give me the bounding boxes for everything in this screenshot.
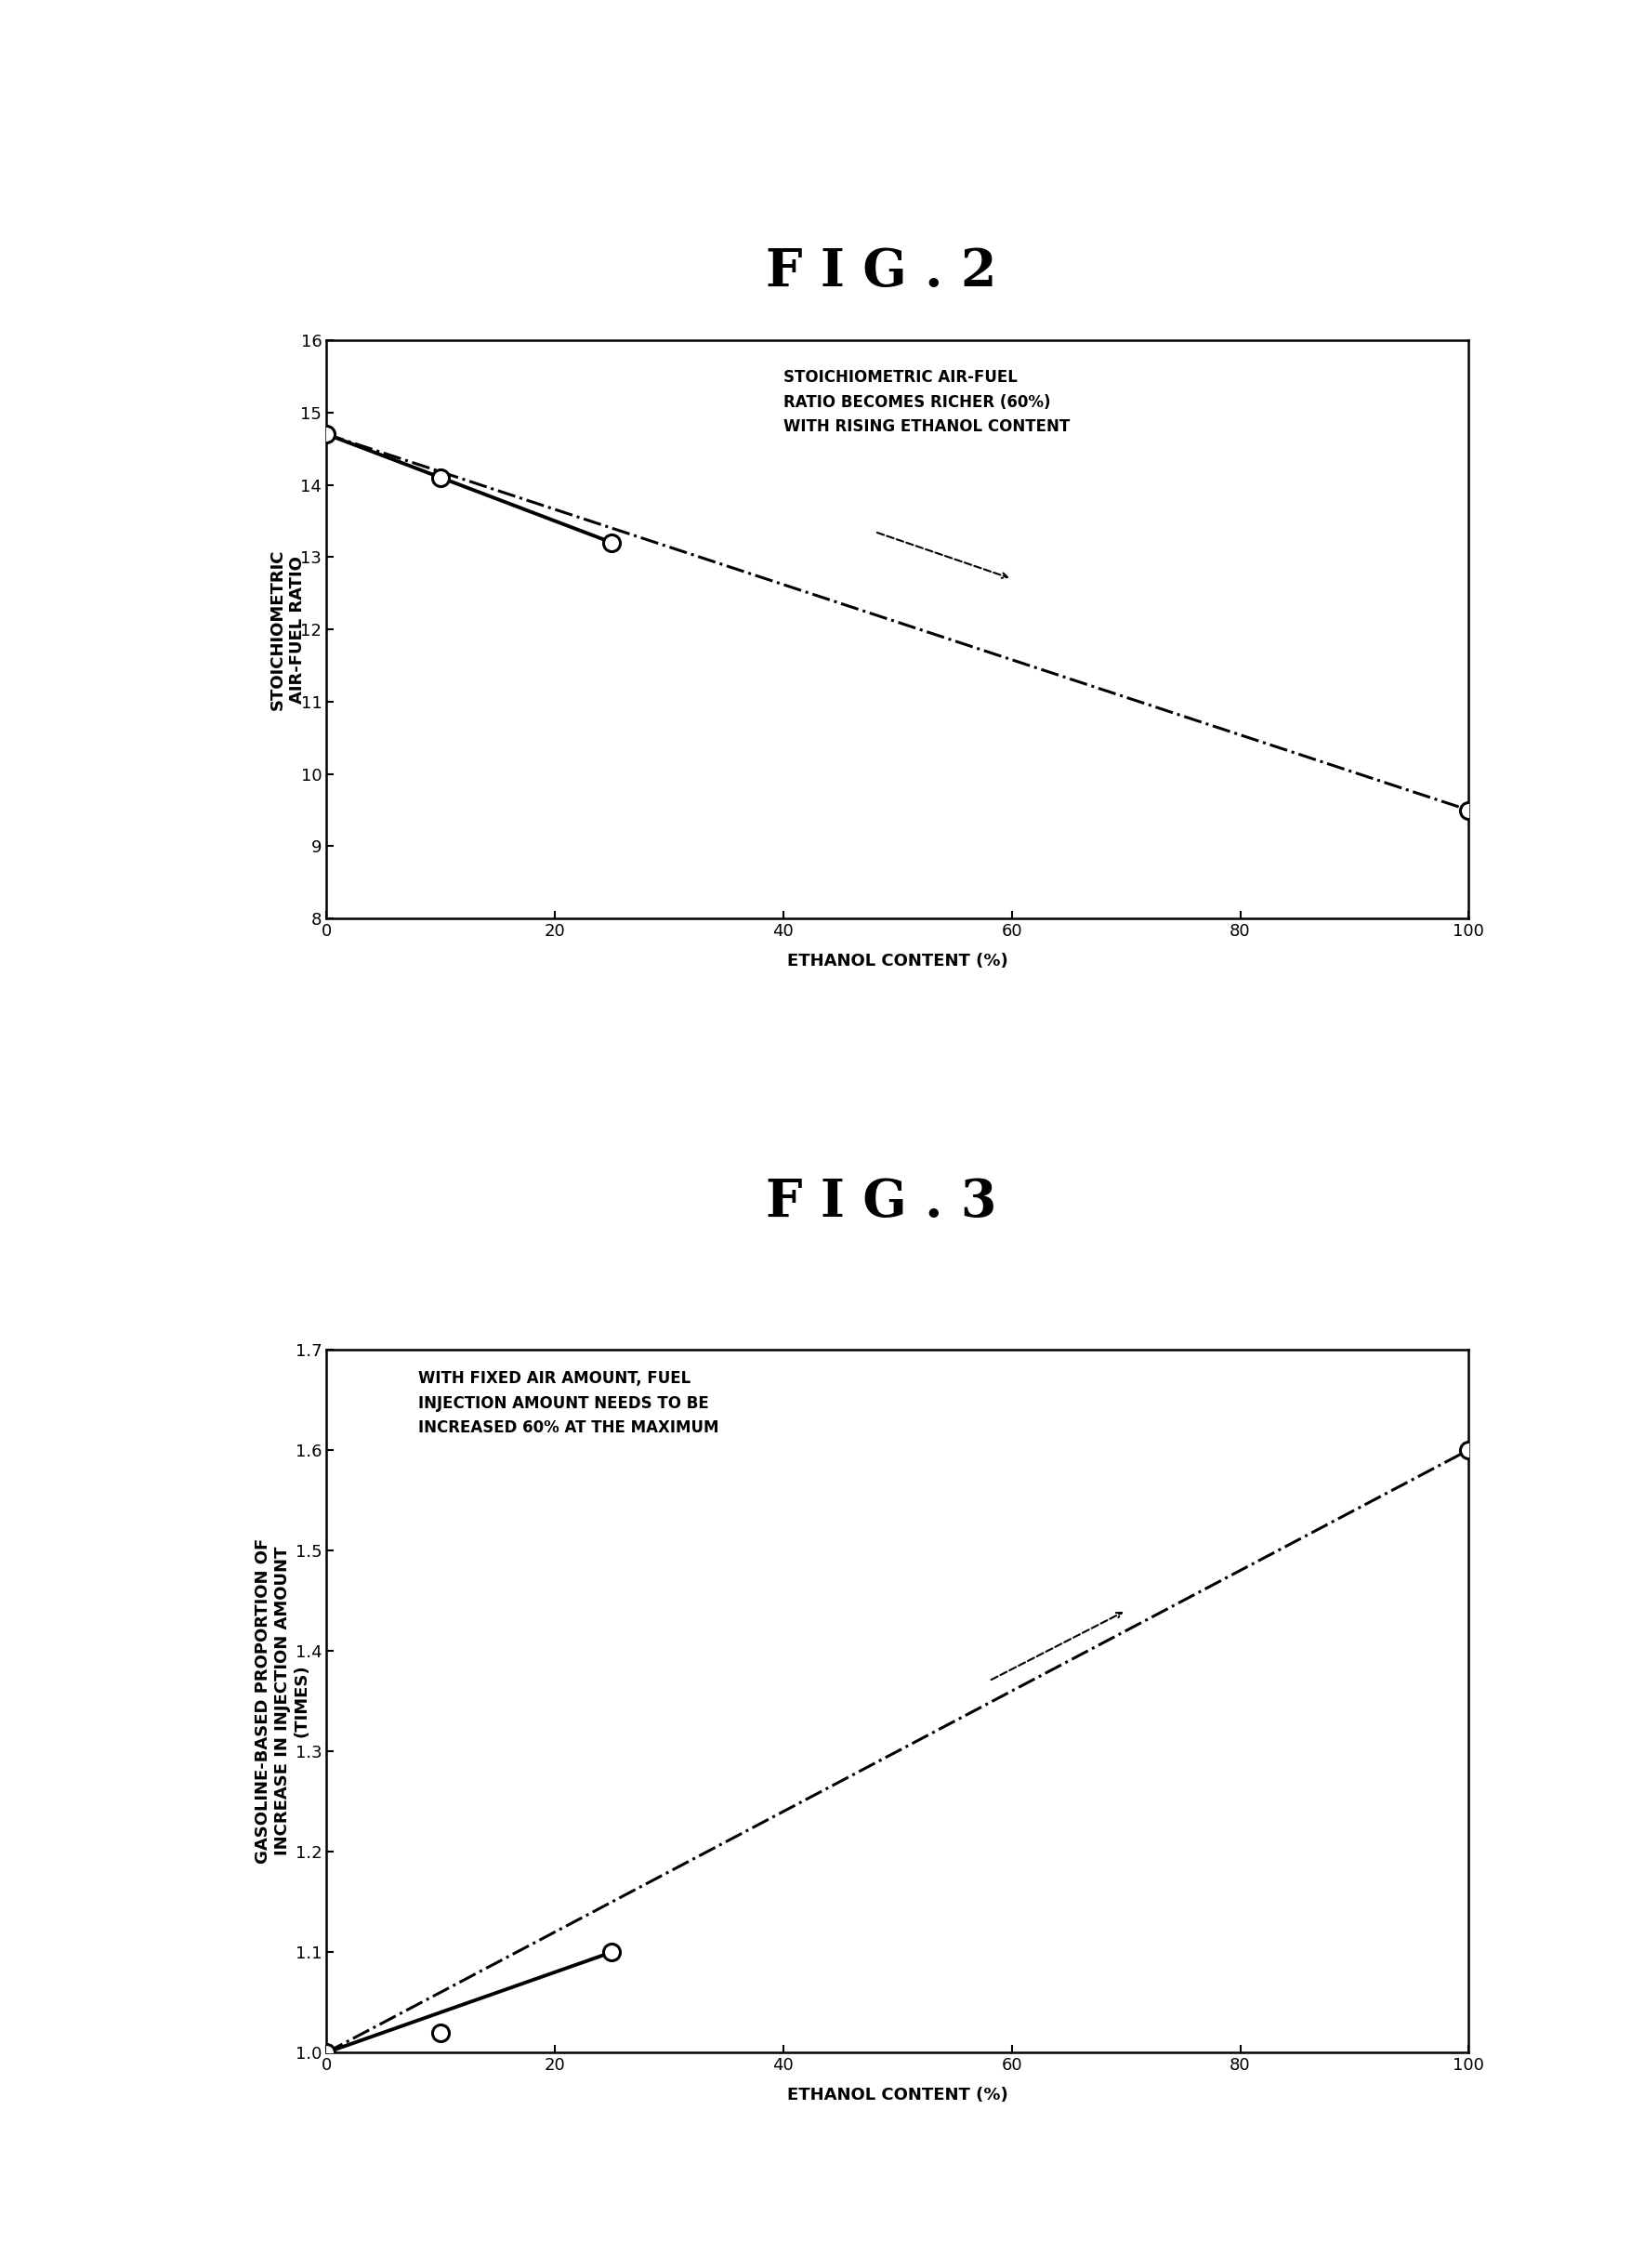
X-axis label: ETHANOL CONTENT (%): ETHANOL CONTENT (%): [786, 953, 1008, 968]
Text: STOICHIOMETRIC AIR-FUEL
RATIO BECOMES RICHER (60%)
WITH RISING ETHANOL CONTENT: STOICHIOMETRIC AIR-FUEL RATIO BECOMES RI…: [783, 370, 1070, 435]
Y-axis label: STOICHIOMETRIC
AIR-FUEL RATIO: STOICHIOMETRIC AIR-FUEL RATIO: [269, 549, 305, 710]
Text: F I G . 2: F I G . 2: [765, 247, 997, 297]
X-axis label: ETHANOL CONTENT (%): ETHANOL CONTENT (%): [786, 2087, 1008, 2102]
Text: WITH FIXED AIR AMOUNT, FUEL
INJECTION AMOUNT NEEDS TO BE
INCREASED 60% AT THE MA: WITH FIXED AIR AMOUNT, FUEL INJECTION AM…: [418, 1370, 718, 1436]
Text: F I G . 3: F I G . 3: [765, 1177, 997, 1227]
Y-axis label: GASOLINE-BASED PROPORTION OF
INCREASE IN INJECTION AMOUNT
(TIMES): GASOLINE-BASED PROPORTION OF INCREASE IN…: [254, 1538, 310, 1864]
